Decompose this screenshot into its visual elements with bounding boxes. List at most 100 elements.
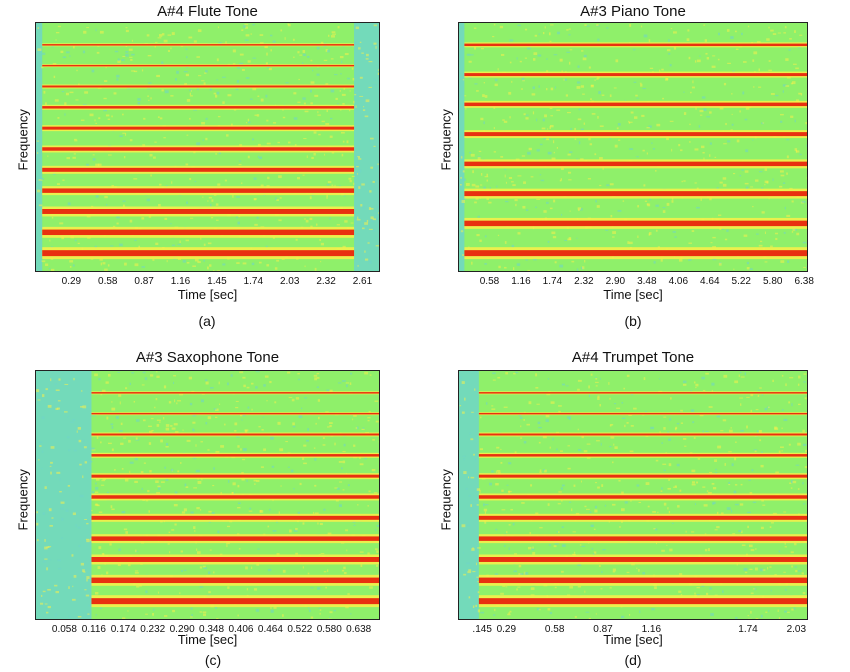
noise-speck bbox=[785, 383, 787, 387]
noise-speck bbox=[124, 132, 127, 136]
noise-speck bbox=[293, 529, 298, 532]
noise-speck bbox=[73, 153, 76, 155]
noise-speck bbox=[358, 169, 362, 173]
harmonic-line bbox=[42, 188, 355, 193]
noise-speck bbox=[618, 479, 621, 482]
noise-speck bbox=[192, 265, 196, 267]
noise-speck bbox=[156, 492, 161, 494]
noise-speck bbox=[263, 448, 266, 452]
noise-speck bbox=[790, 551, 794, 554]
noise-speck bbox=[344, 53, 349, 56]
noise-speck bbox=[468, 246, 470, 248]
noise-speck bbox=[167, 50, 171, 52]
noise-speck bbox=[794, 566, 797, 568]
noise-speck bbox=[368, 260, 372, 262]
noise-speck bbox=[36, 577, 39, 581]
noise-speck bbox=[48, 508, 52, 512]
noise-speck bbox=[254, 223, 258, 226]
noise-speck bbox=[95, 482, 97, 485]
noise-speck bbox=[277, 141, 280, 144]
noise-speck bbox=[82, 405, 87, 409]
noise-speck bbox=[514, 553, 517, 555]
noise-speck bbox=[116, 222, 119, 225]
noise-speck bbox=[55, 39, 57, 41]
noise-speck bbox=[797, 488, 800, 490]
noise-speck bbox=[780, 260, 785, 263]
noise-speck bbox=[559, 179, 562, 182]
harmonic-line bbox=[42, 106, 355, 109]
noise-speck bbox=[580, 85, 585, 88]
noise-speck bbox=[508, 547, 510, 551]
noise-speck bbox=[331, 184, 334, 186]
noise-speck bbox=[316, 386, 319, 388]
noise-speck bbox=[329, 117, 333, 120]
noise-speck bbox=[744, 118, 748, 121]
noise-speck bbox=[752, 501, 757, 504]
noise-speck bbox=[375, 529, 377, 531]
noise-speck bbox=[37, 48, 42, 51]
noise-speck bbox=[480, 47, 485, 50]
noise-speck bbox=[302, 50, 306, 53]
noise-speck bbox=[54, 99, 59, 102]
noise-speck bbox=[755, 233, 759, 235]
noise-speck bbox=[340, 73, 342, 75]
noise-speck bbox=[505, 181, 507, 184]
noise-speck bbox=[363, 106, 365, 108]
noise-speck bbox=[224, 423, 226, 426]
noise-speck bbox=[270, 49, 272, 52]
noise-speck bbox=[709, 197, 712, 201]
noise-speck bbox=[608, 382, 610, 385]
noise-speck bbox=[791, 608, 794, 611]
noise-speck bbox=[530, 594, 535, 596]
noise-speck bbox=[494, 573, 499, 576]
noise-speck bbox=[470, 438, 474, 441]
noise-speck bbox=[41, 394, 45, 398]
noise-speck bbox=[581, 50, 584, 52]
noise-speck bbox=[100, 484, 105, 486]
noise-speck bbox=[703, 108, 707, 111]
noise-speck bbox=[367, 419, 370, 422]
noise-speck bbox=[64, 102, 67, 106]
noise-speck bbox=[524, 28, 528, 31]
noise-speck bbox=[614, 446, 618, 449]
noise-speck bbox=[475, 185, 480, 188]
noise-speck bbox=[72, 585, 74, 588]
noise-speck bbox=[82, 439, 85, 442]
noise-speck bbox=[464, 397, 466, 401]
noise-speck bbox=[538, 426, 542, 429]
noise-speck bbox=[546, 201, 549, 204]
x-tick-label: 0.348 bbox=[199, 624, 225, 635]
noise-speck bbox=[89, 538, 93, 542]
x-tick-label: 0.058 bbox=[51, 624, 77, 635]
noise-speck bbox=[36, 522, 39, 526]
noise-speck bbox=[627, 241, 630, 245]
noise-speck bbox=[292, 422, 295, 426]
noise-speck bbox=[566, 29, 569, 31]
noise-speck bbox=[669, 120, 674, 122]
noise-speck bbox=[694, 60, 697, 63]
noise-speck bbox=[298, 78, 300, 81]
noise-speck bbox=[69, 265, 72, 268]
noise-speck bbox=[80, 562, 85, 566]
noise-speck bbox=[135, 437, 138, 441]
noise-speck bbox=[597, 38, 600, 42]
noise-speck bbox=[803, 266, 807, 268]
noise-speck bbox=[186, 98, 191, 102]
noise-speck bbox=[260, 184, 264, 187]
noise-speck bbox=[792, 228, 796, 231]
noise-speck bbox=[180, 550, 183, 553]
noise-speck bbox=[341, 153, 344, 157]
noise-speck bbox=[57, 400, 61, 402]
x-tick-label: 1.74 bbox=[738, 624, 758, 635]
noise-speck bbox=[247, 155, 250, 159]
noise-speck bbox=[95, 614, 97, 616]
noise-speck bbox=[74, 139, 78, 142]
harmonic-line bbox=[42, 64, 355, 67]
noise-speck bbox=[82, 475, 84, 479]
noise-speck bbox=[317, 68, 319, 70]
noise-speck bbox=[528, 401, 532, 405]
noise-speck bbox=[297, 511, 300, 515]
noise-speck bbox=[719, 181, 723, 184]
noise-speck bbox=[549, 126, 551, 129]
noise-speck bbox=[177, 470, 180, 473]
